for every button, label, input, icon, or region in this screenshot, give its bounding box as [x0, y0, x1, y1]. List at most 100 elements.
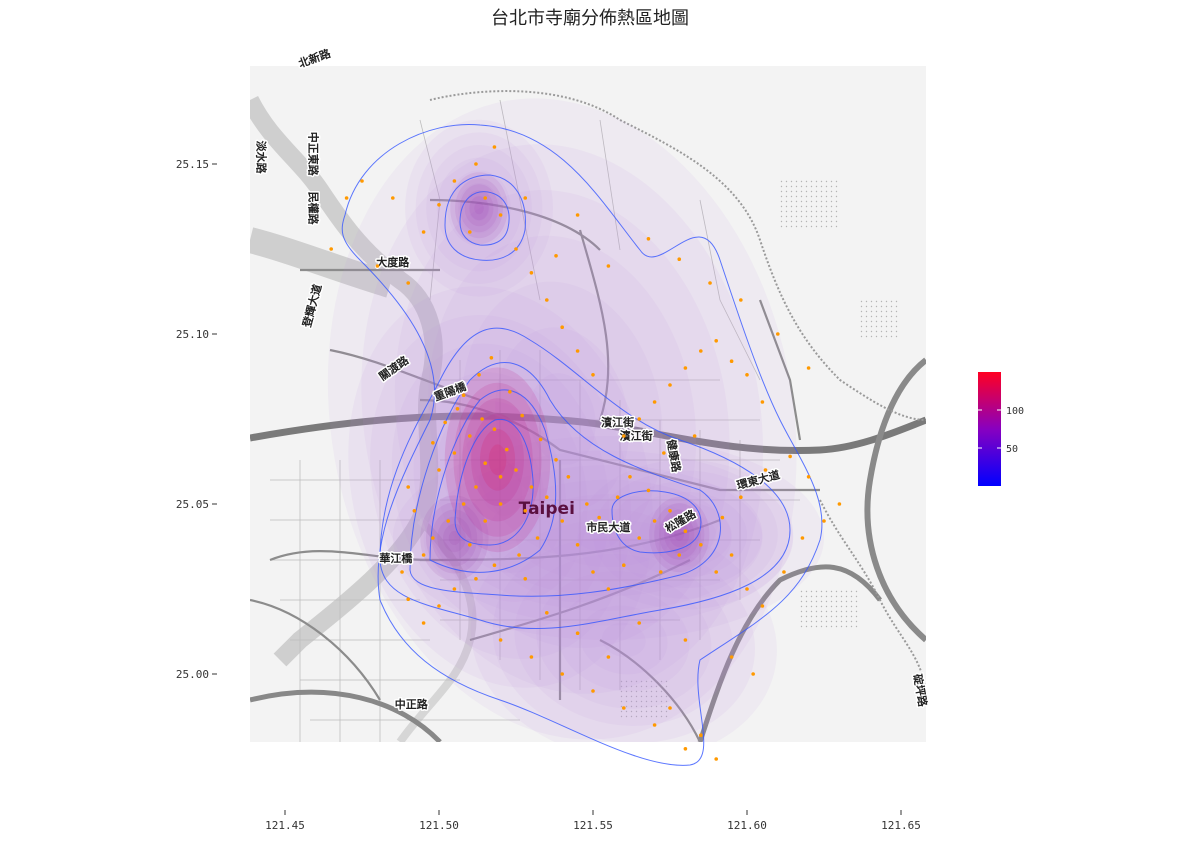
temple-point [776, 332, 780, 336]
temple-point [421, 230, 426, 234]
density-hotspot [444, 367, 551, 553]
density-band [413, 372, 588, 602]
density-band [470, 519, 777, 742]
road-label: 市民大道 [586, 520, 630, 534]
density-band [593, 470, 778, 599]
density-contour [379, 327, 791, 630]
density-band [514, 554, 734, 726]
temple-point [437, 203, 441, 207]
temple-point [760, 400, 765, 404]
temple-point [391, 196, 395, 200]
temple-point [566, 475, 571, 479]
temple-point [554, 254, 558, 258]
highway [250, 412, 926, 455]
temple-point [480, 417, 484, 421]
density-band [415, 132, 543, 284]
temple-point [763, 468, 768, 472]
temple-point [760, 604, 765, 608]
density-band [546, 508, 671, 568]
temple-point [637, 417, 641, 421]
temple-point [452, 451, 457, 455]
temple-point [668, 383, 672, 387]
temple-point [622, 706, 626, 710]
legend-tick-label: 50 [1006, 444, 1018, 455]
temple-point [751, 672, 755, 676]
temple-point [739, 298, 743, 302]
density-band [492, 536, 755, 742]
x-tick-label: 121.55 [573, 819, 613, 832]
density-hotspot [669, 522, 690, 548]
density-band [391, 343, 610, 631]
temple-point [606, 587, 611, 591]
temple-point [575, 213, 580, 217]
temple-point [474, 577, 478, 581]
temple-point [545, 495, 549, 500]
density-band [457, 182, 501, 234]
density-band [516, 494, 701, 582]
temple-point [739, 495, 743, 500]
density-band [423, 450, 794, 626]
temple-point [806, 366, 811, 370]
temple-point [508, 390, 512, 394]
density-hotspot [453, 382, 542, 537]
density-hotspot [474, 202, 484, 215]
temple-point [575, 631, 580, 635]
temple-point [492, 563, 497, 567]
temple-point [554, 458, 558, 462]
density-band [457, 429, 545, 545]
density-band [428, 235, 697, 603]
density-hotspot [659, 509, 700, 560]
density-hotspot [674, 528, 685, 541]
temple-point [492, 427, 497, 432]
temple-point [492, 145, 497, 149]
y-tick-label: 25.15 [176, 158, 209, 171]
temple-point [514, 468, 518, 472]
temple-point [421, 621, 426, 625]
temple-point [637, 621, 641, 625]
density-hotspot [459, 184, 499, 233]
y-tick-label: 25.00 [176, 668, 209, 681]
temple-point [837, 502, 842, 506]
temple-point [683, 638, 688, 642]
temple-point [468, 230, 472, 234]
temple-point [745, 373, 749, 377]
temple-point [662, 451, 666, 455]
temple-point [406, 485, 411, 489]
temple-point [489, 356, 494, 360]
temple-point [406, 597, 411, 601]
temple-point [498, 638, 503, 642]
temple-point [360, 179, 364, 183]
temple-point [520, 413, 524, 418]
density-band [536, 571, 712, 709]
temple-point [683, 366, 688, 370]
y-tick-label: 25.10 [176, 328, 209, 341]
x-tick-label: 121.45 [265, 819, 305, 832]
temple-point [637, 536, 641, 540]
temple-point [468, 434, 472, 438]
temple-point [421, 553, 426, 557]
temple-point [699, 733, 703, 737]
x-tick-label: 121.50 [419, 819, 459, 832]
temple-point [375, 264, 380, 268]
temple-point [523, 196, 528, 200]
temple-point [699, 349, 703, 353]
temple-point [615, 495, 620, 500]
temple-point [437, 604, 441, 608]
x-axis: 121.45 121.50 121.55 121.60 121.65 [265, 810, 921, 832]
density-band [394, 189, 730, 649]
contour-layer [341, 123, 823, 766]
temple-point [597, 515, 601, 520]
temple-point [591, 689, 595, 693]
temple-point [729, 655, 734, 659]
temple-point [720, 515, 725, 520]
density-contour [611, 490, 702, 554]
river [250, 95, 443, 667]
temple-point [591, 373, 595, 377]
temple-point [461, 393, 466, 398]
road-label: 大度路 [376, 255, 410, 269]
legend-tick-label: 100 [1006, 406, 1024, 417]
temple-point [523, 577, 528, 581]
temple-point [560, 519, 564, 523]
temple-point [498, 502, 503, 506]
